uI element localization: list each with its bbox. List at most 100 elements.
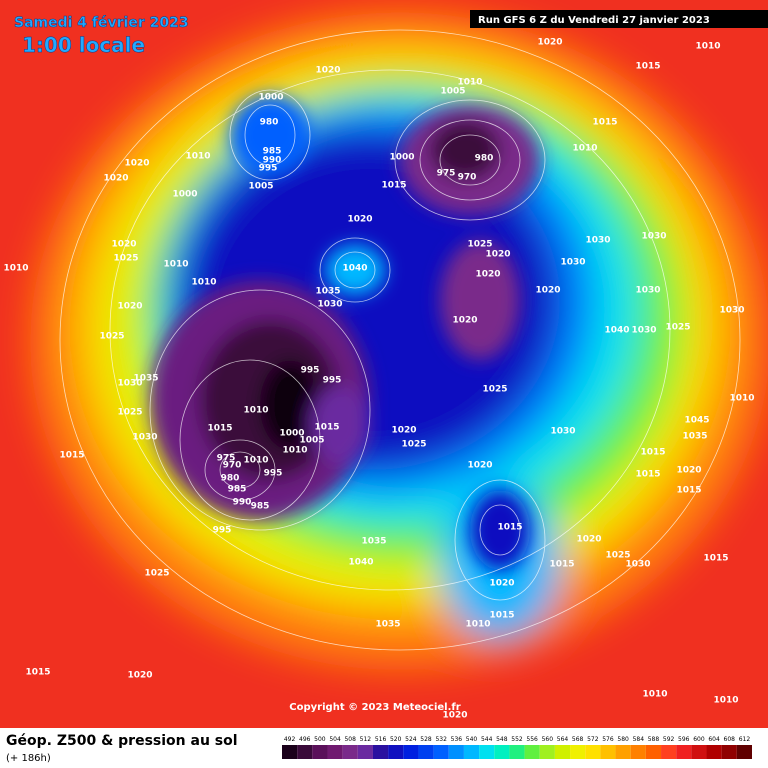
scale-swatch bbox=[585, 745, 601, 759]
isobar-label: 1035 bbox=[375, 620, 400, 630]
isobar-label: 1020 bbox=[576, 535, 601, 545]
isobar-label: 1010 bbox=[695, 42, 720, 52]
isobar-label: 1000 bbox=[258, 93, 283, 103]
isobar-label: 1030 bbox=[317, 300, 342, 310]
isobar-label: 1005 bbox=[299, 436, 324, 446]
isobar-label: 1020 bbox=[467, 461, 492, 471]
scale-swatch bbox=[615, 745, 631, 759]
isobar-label: 1020 bbox=[535, 286, 560, 296]
isobar-label: 1010 bbox=[457, 78, 482, 88]
footer: Géop. Z500 & pression au sol (+ 186h) 49… bbox=[0, 728, 768, 768]
scale-swatch bbox=[463, 745, 480, 759]
scale-label: 548 bbox=[496, 736, 508, 743]
scale-label: 608 bbox=[724, 736, 736, 743]
run-banner bbox=[470, 10, 768, 28]
isobar-label: 1030 bbox=[585, 236, 610, 246]
scale-label: 556 bbox=[526, 736, 538, 743]
isobar-label: 970 bbox=[223, 461, 242, 471]
isobar-label: 1025 bbox=[482, 385, 507, 395]
isobar-label: 1020 bbox=[111, 240, 136, 250]
isobar-label: 985 bbox=[263, 147, 282, 157]
scale-swatch bbox=[691, 745, 707, 759]
isobar-label: 1015 bbox=[592, 118, 617, 128]
scale-swatch bbox=[539, 745, 555, 759]
scale-swatch bbox=[403, 745, 419, 759]
scale-swatch bbox=[327, 745, 343, 759]
isobar-label: 1025 bbox=[665, 323, 690, 333]
scale-label: 492 bbox=[284, 736, 296, 743]
scale-label: 588 bbox=[648, 736, 660, 743]
isobar-label: 1025 bbox=[467, 240, 492, 250]
footer-title: Géop. Z500 & pression au sol bbox=[6, 733, 238, 749]
scale-label: 520 bbox=[390, 736, 402, 743]
isobar-label: 1010 bbox=[191, 278, 216, 288]
isobar-label: 1020 bbox=[347, 215, 372, 225]
scale-swatch bbox=[630, 745, 646, 759]
time: 1:00 locale bbox=[22, 33, 145, 57]
isobar-label: 1020 bbox=[475, 270, 500, 280]
isobar-label: 1025 bbox=[113, 254, 138, 264]
isobars bbox=[59, 29, 741, 651]
scale-label: 512 bbox=[360, 736, 372, 743]
scale-swatch bbox=[282, 745, 298, 759]
isobar-label: 995 bbox=[301, 366, 320, 376]
isobar-label: 1020 bbox=[485, 250, 510, 260]
isobar-label: 1030 bbox=[625, 560, 650, 570]
isobar-label: 1020 bbox=[124, 159, 149, 169]
scale-label: 576 bbox=[602, 736, 614, 743]
isobar-label: 1020 bbox=[391, 426, 416, 436]
isobar-label: 1005 bbox=[440, 87, 465, 97]
scale-label: 572 bbox=[587, 736, 599, 743]
isobar-label: 1040 bbox=[604, 326, 629, 336]
isobar-label: 995 bbox=[323, 376, 342, 386]
scale-label: 536 bbox=[451, 736, 463, 743]
isobar-label: 995 bbox=[259, 164, 278, 174]
geopotential-field bbox=[30, 10, 768, 670]
isobar-label: 1010 bbox=[243, 406, 268, 416]
footer-lead: (+ 186h) bbox=[6, 753, 51, 764]
scale-swatch bbox=[433, 745, 449, 759]
isobar-label: 1020 bbox=[103, 174, 128, 184]
isobar-label: 1010 bbox=[572, 144, 597, 154]
isobar-label: 1015 bbox=[497, 523, 522, 533]
scale-label: 500 bbox=[314, 736, 326, 743]
isobar-label: 1010 bbox=[163, 260, 188, 270]
isobar-label: 1035 bbox=[361, 537, 386, 547]
isobar-label: 1010 bbox=[282, 446, 307, 456]
isobar-label: 1015 bbox=[59, 451, 84, 461]
scale-swatch bbox=[372, 745, 389, 759]
scale-label: 540 bbox=[466, 736, 478, 743]
isobar-label: 1030 bbox=[117, 379, 142, 389]
isobar-label: 1015 bbox=[25, 668, 50, 678]
isobar-label: 985 bbox=[228, 485, 247, 495]
scale-label: 516 bbox=[375, 736, 387, 743]
scale-label: 612 bbox=[739, 736, 751, 743]
isobar-label: 1015 bbox=[489, 611, 514, 621]
scale-swatch bbox=[448, 745, 464, 759]
isobar-label: 1015 bbox=[676, 486, 701, 496]
isobar-label: 1035 bbox=[682, 432, 707, 442]
isobar-label: 990 bbox=[263, 156, 282, 166]
scale-swatch bbox=[661, 745, 677, 759]
scale-swatch bbox=[342, 745, 358, 759]
scale-label: 532 bbox=[435, 736, 447, 743]
scale-swatch bbox=[570, 745, 586, 759]
low-cores bbox=[150, 95, 540, 570]
isobar-label: 995 bbox=[213, 526, 232, 536]
isobar-label: 1020 bbox=[117, 302, 142, 312]
isobar-label: 1015 bbox=[635, 470, 660, 480]
scale-label: 592 bbox=[663, 736, 675, 743]
scale-swatch bbox=[676, 745, 692, 759]
isobar-label: 1030 bbox=[719, 306, 744, 316]
map: 1020 101010151020101010051000980985990995… bbox=[0, 0, 768, 728]
scale-swatch bbox=[524, 745, 540, 759]
isobar-label: 1020 bbox=[315, 66, 340, 76]
isobar-label: 1020 bbox=[127, 671, 152, 681]
isobar-label: 1000 bbox=[172, 190, 197, 200]
isobar-label: 1015 bbox=[207, 424, 232, 434]
scale-swatch bbox=[418, 745, 434, 759]
isobar-label: 1015 bbox=[640, 448, 665, 458]
scale-swatch bbox=[494, 745, 510, 759]
scale-label: 596 bbox=[678, 736, 690, 743]
isobar-label: 1015 bbox=[635, 62, 660, 72]
